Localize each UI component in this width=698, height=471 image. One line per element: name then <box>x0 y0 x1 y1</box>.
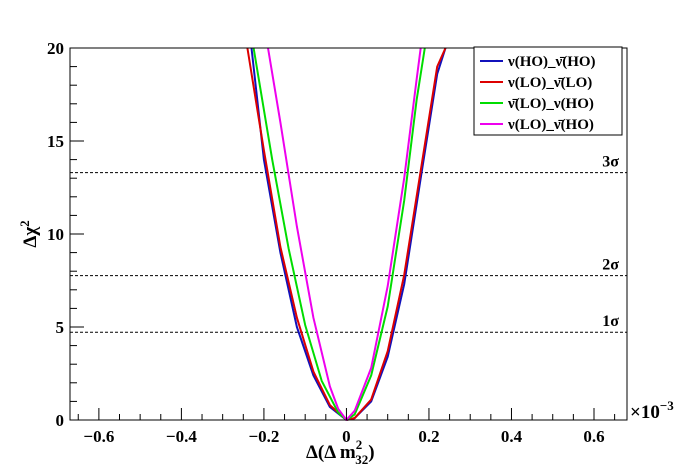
y-tick-label-0: 0 <box>56 411 65 430</box>
y-tick-label-4: 20 <box>47 39 64 58</box>
sigma-label-3: 3σ <box>602 154 619 171</box>
x-axis-title-main: Δ(Δ m <box>306 442 356 463</box>
x-axis-title-close: ) <box>368 442 374 463</box>
x-axis-title: Δ(Δ m2 32) <box>306 437 375 467</box>
y-axis-title-main: Δχ <box>20 227 41 248</box>
legend-label-2: ν(LO)_ν̄(LO) <box>507 75 592 91</box>
y-tick-label-3: 15 <box>47 132 64 151</box>
x-tick-label-3: 0 <box>342 427 351 446</box>
x-tick-label-1: −0.4 <box>166 427 197 446</box>
x-tick-label-5: 0.4 <box>501 427 523 446</box>
legend-label-3: ν̄(LO)_ν(HO) <box>507 96 594 112</box>
series-line-2 <box>246 47 447 421</box>
legend-label-1: ν(HO)_ν̄(HO) <box>507 54 596 70</box>
y-tick-label-2: 10 <box>47 225 64 244</box>
sigma-levels: 1σ 2σ 3σ <box>70 154 627 333</box>
x-tick-label-4: 0.2 <box>418 427 439 446</box>
x-tick-label-2: −0.2 <box>248 427 279 446</box>
x-multiplier-base: ×10 <box>630 402 660 423</box>
x-axis-title-sup: 2 <box>356 437 363 452</box>
legend: ν(HO)_ν̄(HO) ν(LO)_ν̄(LO) ν̄(LO)_ν(HO) ν(LO… <box>473 46 623 136</box>
y-tick-label-1: 5 <box>56 318 65 337</box>
y-axis-title-sup: 2 <box>17 220 32 227</box>
x-tick-label-6: 0.6 <box>583 427 604 446</box>
y-axis-title: Δχ2 <box>17 220 41 247</box>
x-multiplier: ×10−3 <box>630 398 674 423</box>
legend-label-4: ν(LO)_ν̄(HO) <box>507 117 594 133</box>
x-multiplier-exp: −3 <box>660 398 674 413</box>
x-axis-title-sub: 32 <box>355 452 368 467</box>
sigma-label-2: 2σ <box>602 257 619 274</box>
sigma-label-1: 1σ <box>602 313 619 330</box>
axes: −0.6 −0.4 −0.2 0 0.2 0.4 0.6 0 5 10 15 20 <box>47 39 616 446</box>
x-tick-label-0: −0.6 <box>83 427 114 446</box>
